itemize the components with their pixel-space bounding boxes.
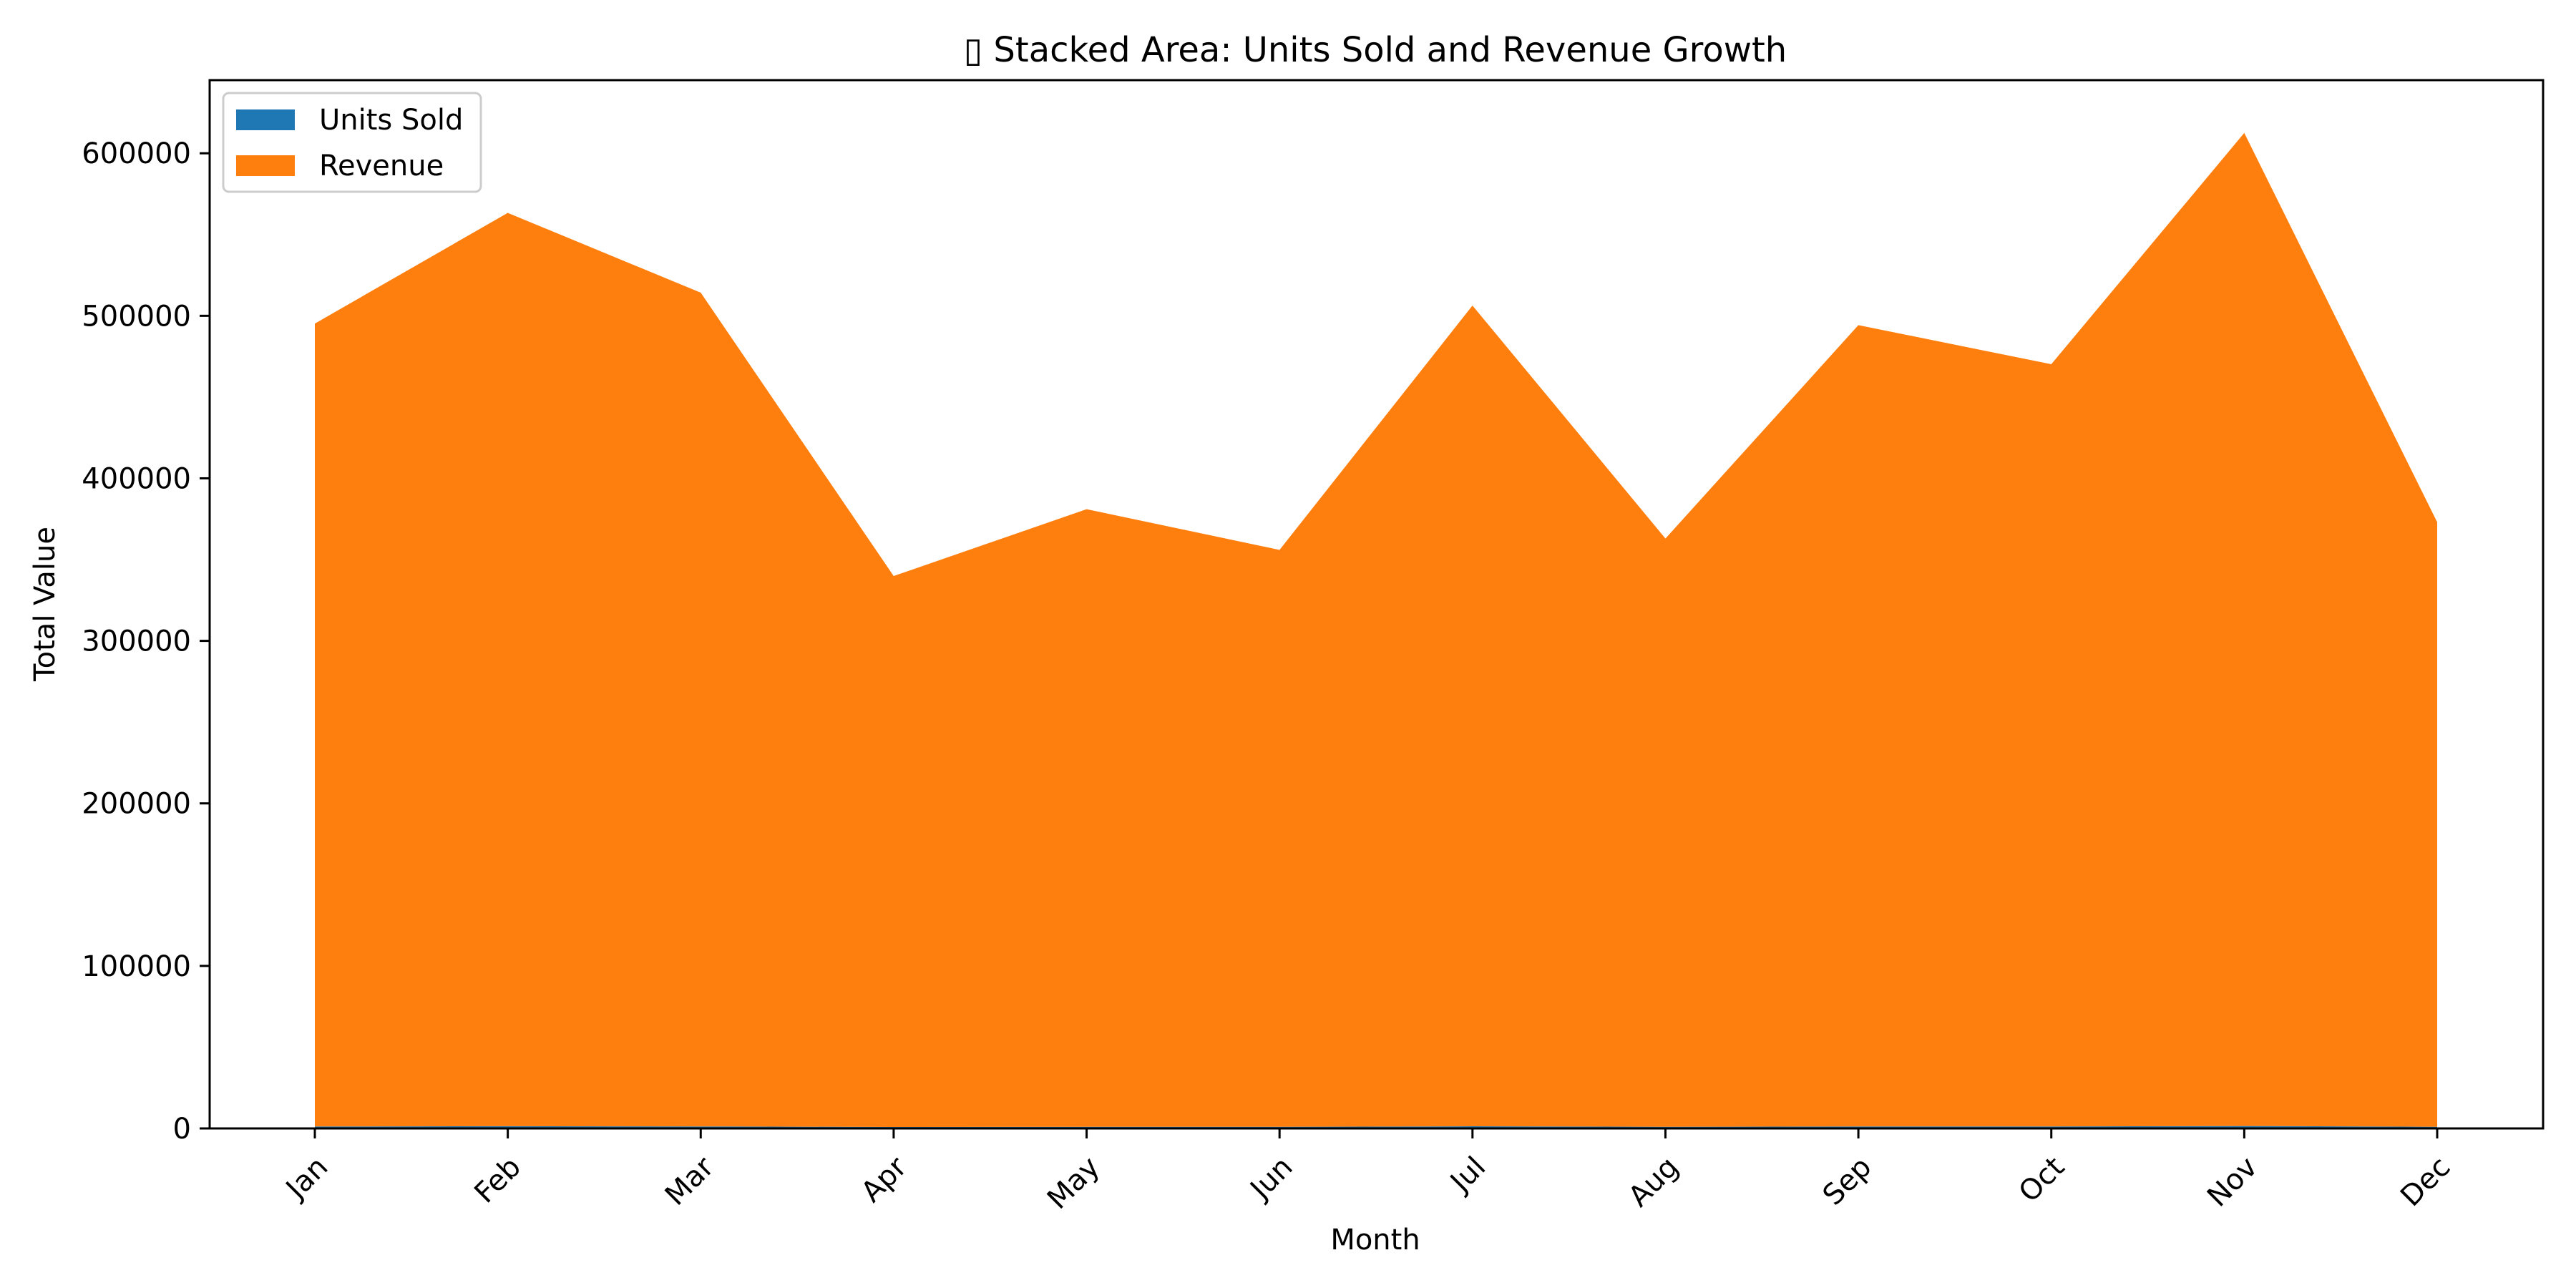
y-tick-label: 100000 xyxy=(82,950,191,983)
y-tick-label: 500000 xyxy=(82,300,191,333)
y-tick-label: 200000 xyxy=(82,788,191,821)
legend-label-units-sold: Units Sold xyxy=(319,104,463,137)
legend-swatch-units-sold xyxy=(236,109,295,130)
x-axis-title: Month xyxy=(1330,1224,1420,1257)
y-tick-label: 400000 xyxy=(82,462,191,495)
legend-label-revenue: Revenue xyxy=(319,150,444,182)
y-tick-label: 0 xyxy=(173,1113,191,1146)
legend: Units Sold Revenue xyxy=(222,92,482,193)
plot-frame xyxy=(208,79,2545,1130)
y-tick-label: 600000 xyxy=(82,137,191,170)
chart-title: ▯ Stacked Area: Units Sold and Revenue G… xyxy=(964,30,1787,70)
y-tick-label: 300000 xyxy=(82,625,191,658)
area-revenue xyxy=(315,132,2437,1127)
y-axis-title: Total Value xyxy=(29,527,62,682)
y-axis: 0 100000 200000 300000 400000 500000 600000 xyxy=(82,137,210,1146)
legend-swatch-revenue xyxy=(236,155,295,176)
